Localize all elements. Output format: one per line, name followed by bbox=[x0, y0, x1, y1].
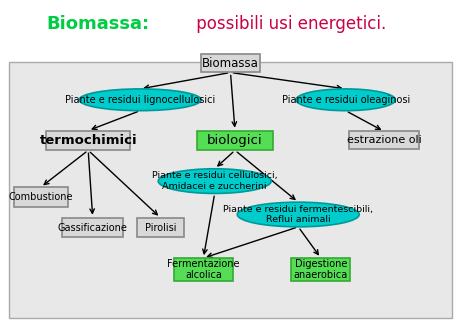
FancyBboxPatch shape bbox=[137, 218, 184, 238]
FancyBboxPatch shape bbox=[14, 187, 68, 207]
Text: Digestione
anaerobica: Digestione anaerobica bbox=[294, 259, 348, 280]
Text: Piante e residui lignocellulosici: Piante e residui lignocellulosici bbox=[65, 95, 215, 105]
FancyBboxPatch shape bbox=[291, 258, 350, 281]
Ellipse shape bbox=[296, 89, 396, 111]
FancyBboxPatch shape bbox=[174, 258, 233, 281]
Text: Biomassa:: Biomassa: bbox=[46, 15, 149, 33]
Ellipse shape bbox=[158, 169, 271, 193]
Text: Gassificazione: Gassificazione bbox=[58, 222, 128, 233]
FancyBboxPatch shape bbox=[349, 131, 419, 149]
Text: Biomassa: Biomassa bbox=[202, 57, 259, 70]
Text: termochimici: termochimici bbox=[39, 134, 137, 147]
Ellipse shape bbox=[79, 89, 201, 111]
Text: Combustione: Combustione bbox=[8, 192, 73, 202]
Text: estrazione oli: estrazione oli bbox=[347, 135, 421, 146]
Text: Piante e residui fermentescibili,
Reflui animali: Piante e residui fermentescibili, Reflui… bbox=[223, 205, 373, 224]
Text: biologici: biologici bbox=[207, 134, 263, 147]
Text: Piante e residui cellulosici,
Amidacei e zuccherini: Piante e residui cellulosici, Amidacei e… bbox=[152, 171, 278, 191]
Ellipse shape bbox=[237, 202, 359, 227]
FancyBboxPatch shape bbox=[47, 131, 130, 150]
Text: Fermentazione
alcolica: Fermentazione alcolica bbox=[167, 259, 240, 280]
FancyBboxPatch shape bbox=[62, 218, 123, 238]
FancyBboxPatch shape bbox=[196, 131, 273, 150]
FancyBboxPatch shape bbox=[201, 54, 260, 73]
Text: possibili usi energetici.: possibili usi energetici. bbox=[191, 15, 387, 33]
Text: Pirolisi: Pirolisi bbox=[145, 222, 176, 233]
Text: Piante e residui oleaginosi: Piante e residui oleaginosi bbox=[282, 95, 410, 105]
